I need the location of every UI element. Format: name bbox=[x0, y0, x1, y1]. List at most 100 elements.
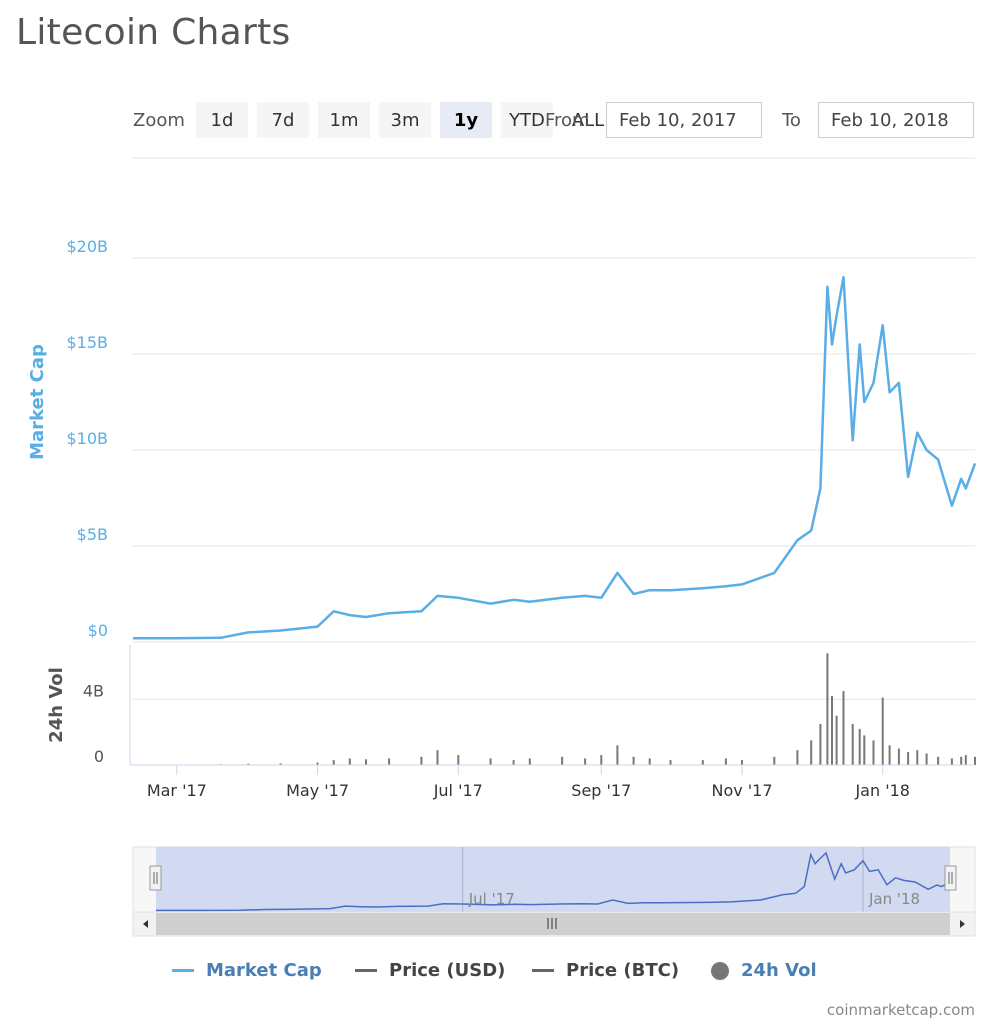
volume-bar[interactable] bbox=[648, 758, 651, 765]
navigator-left-handle[interactable] bbox=[149, 865, 162, 891]
volume-tick-label: 0 bbox=[94, 747, 104, 766]
volume-bar[interactable] bbox=[831, 696, 833, 765]
volume-bar[interactable] bbox=[897, 748, 900, 765]
legend-item-24h-vol[interactable]: 24h Vol bbox=[711, 960, 817, 981]
volume-bar[interactable] bbox=[916, 750, 919, 765]
zoom-7d-button[interactable]: 7d bbox=[257, 102, 309, 138]
volume-bar[interactable] bbox=[365, 759, 367, 766]
volume-bar[interactable] bbox=[279, 763, 282, 765]
x-tick-label: May '17 bbox=[286, 781, 349, 800]
x-tick-label: Sep '17 bbox=[571, 781, 631, 800]
volume-bar[interactable] bbox=[528, 758, 531, 765]
chart-legend: Market Cap Price (USD) Price (BTC) 24h V… bbox=[0, 960, 991, 990]
legend-dot-icon bbox=[711, 961, 729, 980]
from-date-input[interactable] bbox=[606, 102, 762, 138]
zoom-label: Zoom bbox=[133, 110, 185, 131]
volume-bars bbox=[132, 653, 976, 766]
x-tick-label: Jan '18 bbox=[854, 781, 910, 800]
legend-label: Price (BTC) bbox=[566, 960, 680, 981]
volume-bar[interactable] bbox=[457, 755, 460, 765]
volume-bar[interactable] bbox=[512, 760, 515, 765]
volume-bar[interactable] bbox=[835, 715, 838, 765]
page-title: Litecoin Charts bbox=[16, 12, 291, 53]
main-gridlines bbox=[133, 257, 975, 643]
scrollbar-grip-icon bbox=[547, 918, 557, 929]
volume-bar[interactable] bbox=[584, 758, 587, 765]
volume-tick-label: 4B bbox=[83, 681, 104, 700]
zoom-1d-button[interactable]: 1d bbox=[196, 102, 248, 138]
source-credit[interactable]: coinmarketcap.com bbox=[826, 1001, 975, 1019]
volume-bar[interactable] bbox=[773, 756, 776, 765]
volume-bar[interactable] bbox=[489, 758, 492, 765]
volume-bar[interactable] bbox=[826, 653, 829, 765]
volume-bar[interactable] bbox=[851, 723, 854, 765]
zoom-all-button[interactable]: ALL bbox=[571, 109, 605, 131]
volume-bar[interactable] bbox=[669, 760, 672, 765]
volume-bar[interactable] bbox=[436, 750, 439, 765]
zoom-ytd-button[interactable]: YTD bbox=[501, 102, 553, 138]
volume-bar[interactable] bbox=[348, 758, 351, 765]
x-tick-label: Mar '17 bbox=[147, 781, 207, 800]
scroll-right-arrow-icon[interactable] bbox=[960, 920, 965, 928]
navigator-gridlines bbox=[462, 847, 864, 912]
scrollbar-thumb[interactable] bbox=[156, 913, 950, 935]
from-label: From bbox=[545, 110, 590, 131]
navigator-series-line bbox=[156, 851, 951, 912]
volume-bar[interactable] bbox=[561, 756, 564, 765]
navigator-selection[interactable] bbox=[156, 847, 950, 912]
volume-bar[interactable] bbox=[332, 760, 335, 765]
to-date-input[interactable] bbox=[818, 102, 974, 138]
volume-bar[interactable] bbox=[881, 697, 884, 765]
y-tick-label: $10B bbox=[66, 429, 108, 448]
volume-bar[interactable] bbox=[701, 760, 704, 765]
volume-bar[interactable] bbox=[247, 763, 250, 765]
y-tick-label: $15B bbox=[66, 333, 108, 352]
volume-bar[interactable] bbox=[925, 753, 928, 766]
legend-item-price-usd[interactable]: Price (USD) bbox=[355, 960, 505, 981]
volume-bar[interactable] bbox=[632, 756, 635, 765]
zoom-1y-button[interactable]: 1y bbox=[440, 102, 492, 138]
volume-bar[interactable] bbox=[888, 745, 891, 765]
navigator-right-handle[interactable] bbox=[944, 865, 957, 891]
volume-bar[interactable] bbox=[741, 760, 743, 765]
volume-bar[interactable] bbox=[600, 755, 603, 765]
volume-bar[interactable] bbox=[388, 758, 391, 765]
navigator-ticks: Jul '17 Jan '18 bbox=[468, 890, 920, 908]
legend-item-price-btc[interactable]: Price (BTC) bbox=[532, 960, 679, 981]
volume-bar[interactable] bbox=[819, 723, 822, 765]
volume-bar[interactable] bbox=[974, 756, 976, 765]
volume-bar[interactable] bbox=[858, 728, 861, 765]
market-cap-series-line[interactable] bbox=[133, 275, 977, 640]
volume-axis-label: 24h Vol bbox=[46, 667, 67, 743]
volume-bar[interactable] bbox=[960, 756, 963, 765]
volume-bar[interactable] bbox=[964, 755, 967, 765]
volume-bar[interactable] bbox=[420, 756, 423, 765]
volume-bar[interactable] bbox=[796, 750, 799, 765]
volume-bar[interactable] bbox=[616, 745, 619, 765]
volume-bar[interactable] bbox=[937, 756, 940, 765]
legend-label: Price (USD) bbox=[389, 960, 506, 981]
volume-bar[interactable] bbox=[950, 758, 953, 765]
zoom-3m-button[interactable]: 3m bbox=[379, 102, 431, 138]
navigator-tick-label: Jul '17 bbox=[468, 890, 515, 908]
volume-bar[interactable] bbox=[810, 740, 813, 765]
legend-item-market-cap[interactable]: Market Cap bbox=[172, 960, 322, 981]
volume-bar[interactable] bbox=[872, 740, 875, 765]
navigator[interactable]: Jul '17 Jan '18 bbox=[132, 846, 976, 937]
y-tick-label: $20B bbox=[66, 237, 108, 256]
y-axis-label: Market Cap bbox=[27, 344, 48, 460]
legend-line-icon bbox=[172, 969, 194, 972]
to-label: To bbox=[782, 110, 801, 131]
legend-line-icon bbox=[355, 969, 377, 972]
market-cap-chart[interactable]: $0 $5B $10B $15B $20B Market Cap 0 4B 24h Vol… bbox=[0, 0, 991, 950]
volume-bar[interactable] bbox=[907, 751, 910, 765]
x-axis-ticks: Mar '17 May '17 Jul '17 Sep '17 Nov '17 Jan '… bbox=[147, 765, 910, 800]
x-tick-label: Jul '17 bbox=[433, 781, 483, 800]
zoom-1m-button[interactable]: 1m bbox=[318, 102, 370, 138]
volume-bar[interactable] bbox=[724, 758, 727, 765]
volume-bar[interactable] bbox=[842, 691, 845, 765]
scroll-left-arrow-icon[interactable] bbox=[143, 920, 148, 928]
volume-bar[interactable] bbox=[863, 735, 866, 765]
volume-bar[interactable] bbox=[316, 762, 319, 766]
y-tick-label: $0 bbox=[88, 621, 108, 640]
